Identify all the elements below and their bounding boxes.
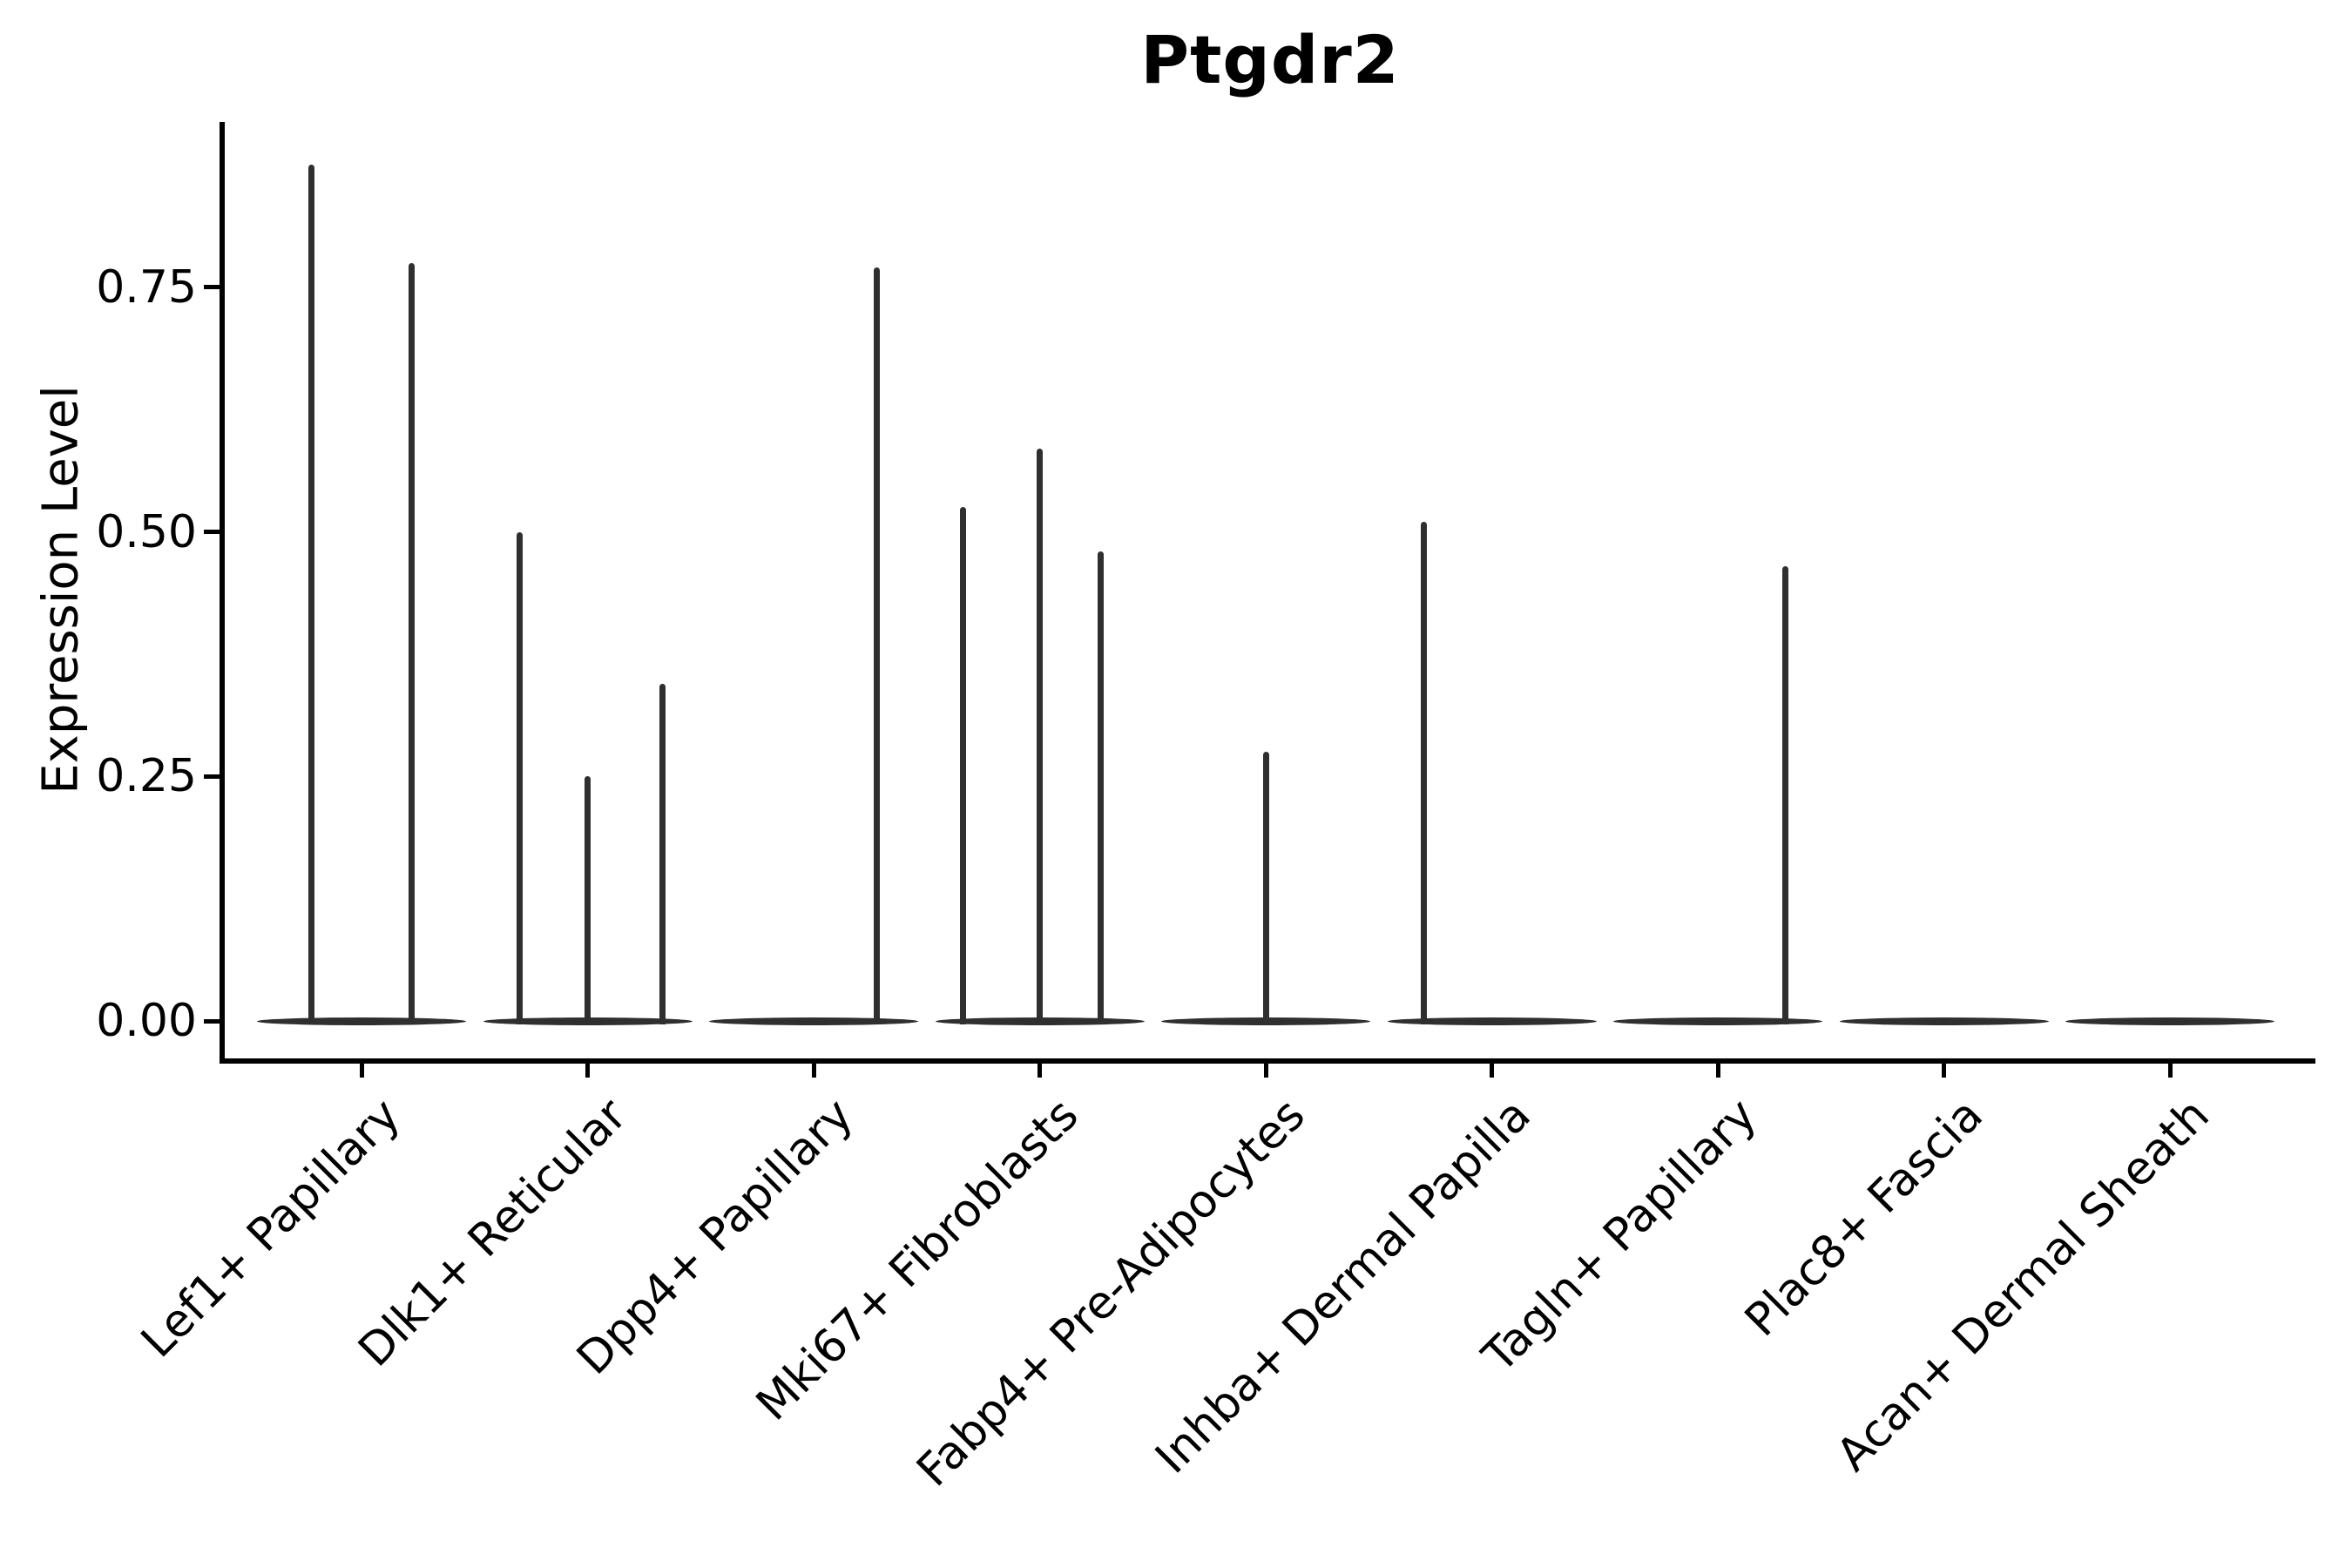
y-tick (204, 285, 220, 290)
x-tick-label: Fabp4+ Pre-Adipocytes (907, 1089, 1315, 1497)
violin-spike (308, 165, 315, 1024)
violin-spike (959, 507, 966, 1024)
x-tick-label: Plac8+ Fascia (1735, 1089, 1993, 1347)
y-tick-label: 0.75 (96, 260, 197, 314)
violin-spike (874, 267, 881, 1024)
violin-base (709, 1017, 918, 1025)
y-tick (204, 774, 220, 779)
violin-base (1387, 1017, 1597, 1025)
x-tick-label: Acan+ Dermal Sheath (1826, 1089, 2220, 1482)
bottom-axis-spine (220, 1058, 2315, 1064)
x-tick (1715, 1064, 1720, 1078)
left-axis-spine (220, 122, 225, 1064)
violin-base (2065, 1017, 2274, 1025)
x-tick (359, 1064, 364, 1078)
violin-spike (1098, 551, 1105, 1024)
x-tick (811, 1064, 816, 1078)
chart-title: Ptgdr2 (1140, 21, 1400, 98)
violin-spike (1037, 449, 1043, 1024)
y-axis-label: Expression Level (32, 385, 90, 794)
x-tick (1037, 1064, 1042, 1078)
y-tick-label: 0.25 (96, 750, 197, 803)
plot-area (225, 122, 2315, 1058)
violin-spike (408, 262, 415, 1024)
violin-base (1839, 1017, 2049, 1025)
x-tick-label: Inhba+ Dermal Papilla (1146, 1089, 1541, 1484)
violin-spike (1262, 752, 1269, 1024)
x-tick (585, 1064, 590, 1078)
x-tick (1942, 1064, 1946, 1078)
x-tick (1490, 1064, 1494, 1078)
violin-spike (1782, 565, 1789, 1024)
violin-base (1613, 1017, 1822, 1025)
violin-spike (1421, 522, 1428, 1024)
x-tick (2167, 1064, 2173, 1078)
violin-spike (585, 776, 591, 1024)
violin-spike (517, 531, 524, 1024)
y-tick-label: 0.00 (96, 995, 197, 1047)
violin-spike (659, 683, 666, 1024)
x-tick (1263, 1064, 1268, 1078)
y-tick (204, 530, 220, 534)
y-tick (204, 1018, 220, 1024)
violin-base (257, 1017, 466, 1025)
y-tick-label: 0.50 (96, 505, 197, 558)
